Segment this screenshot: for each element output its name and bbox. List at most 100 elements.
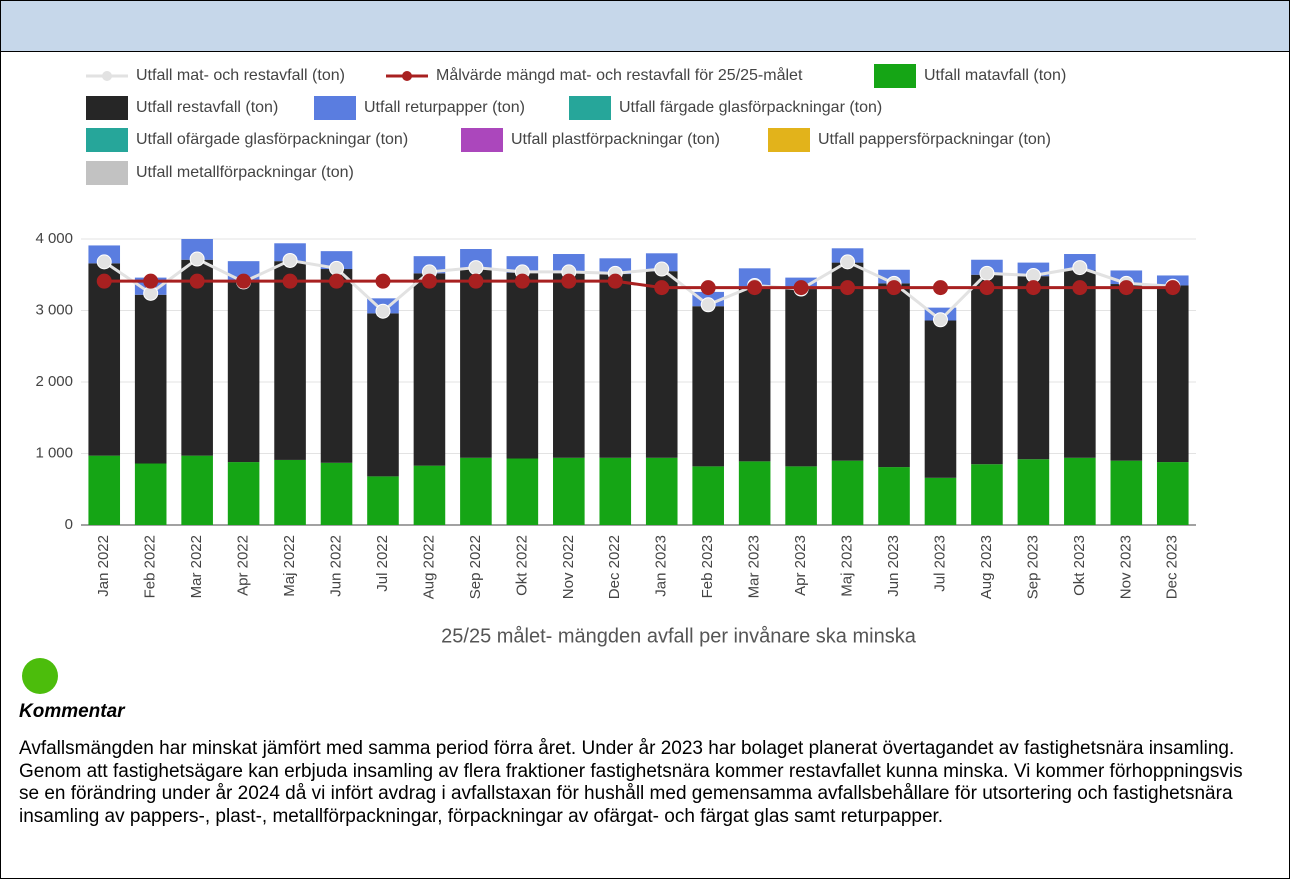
line-marker xyxy=(329,260,345,276)
chart-title: 25/25 målet- mängden avfall per invånare… xyxy=(441,625,917,647)
x-tick-label: Apr 2023 xyxy=(792,535,809,596)
line-marker xyxy=(96,273,112,289)
bar xyxy=(645,457,678,525)
x-tick-label: Aug 2023 xyxy=(978,535,995,599)
bar xyxy=(785,466,817,525)
line-marker xyxy=(654,280,670,296)
legend-swatch xyxy=(461,128,503,152)
bar xyxy=(738,268,771,287)
line-marker xyxy=(654,261,670,277)
line-marker xyxy=(468,260,484,276)
bar xyxy=(460,457,492,525)
x-tick-label: Mar 2023 xyxy=(746,535,763,598)
x-tick-label: Jun 2023 xyxy=(885,535,902,597)
x-tick-label: Feb 2023 xyxy=(699,535,716,598)
bar xyxy=(88,263,121,456)
bar xyxy=(831,262,864,461)
bar xyxy=(738,461,771,525)
x-tick-label: Dec 2023 xyxy=(1164,535,1181,599)
bar xyxy=(1110,460,1143,525)
line-marker xyxy=(747,280,763,296)
line xyxy=(103,257,1173,322)
bar xyxy=(460,249,492,269)
legend-swatch xyxy=(314,96,356,120)
bar xyxy=(274,243,306,262)
line-marker xyxy=(979,280,995,296)
legend-swatch xyxy=(768,128,810,152)
legend-label: Utfall pappersförpackningar (ton) xyxy=(818,131,1051,148)
bar xyxy=(320,462,353,525)
x-tick-label: Jan 2022 xyxy=(95,535,112,597)
line-marker xyxy=(282,252,298,268)
bar xyxy=(1156,462,1189,525)
x-tick-label: Nov 2023 xyxy=(1117,535,1134,599)
x-tick-label: Feb 2022 xyxy=(142,535,159,598)
line-marker xyxy=(1072,260,1088,276)
legend-swatch xyxy=(874,64,916,88)
bar xyxy=(88,245,121,264)
bar xyxy=(227,281,260,463)
bar xyxy=(599,457,632,525)
x-tick-label: Mar 2022 xyxy=(188,535,205,598)
line-marker xyxy=(1025,280,1041,296)
bar xyxy=(692,466,724,525)
bar xyxy=(413,273,446,466)
bar xyxy=(878,467,910,525)
line-marker xyxy=(932,312,948,328)
line-marker xyxy=(840,280,856,296)
bar xyxy=(181,259,213,456)
x-tick-label: Okt 2023 xyxy=(1071,535,1088,596)
header-bar xyxy=(1,1,1289,52)
bar xyxy=(1064,270,1096,458)
bar xyxy=(181,239,213,260)
legend-swatch xyxy=(86,161,128,185)
bar xyxy=(553,254,585,272)
line-marker xyxy=(700,297,716,313)
bar xyxy=(274,261,306,460)
bar xyxy=(1110,284,1143,461)
legend-label: Utfall returpapper (ton) xyxy=(364,99,525,116)
bar xyxy=(320,269,353,463)
legend-label: Utfall mat- och restavfall (ton) xyxy=(136,67,345,84)
bar xyxy=(88,455,121,525)
bar xyxy=(181,455,213,525)
y-tick-label: 1 000 xyxy=(35,444,73,461)
x-tick-label: Dec 2022 xyxy=(606,535,623,599)
bar xyxy=(460,268,492,458)
x-tick-label: Jul 2023 xyxy=(931,535,948,592)
line-marker xyxy=(468,273,484,289)
x-tick-label: Maj 2023 xyxy=(839,535,856,597)
bar xyxy=(506,256,539,273)
line-marker xyxy=(840,254,856,270)
legend-label: Utfall färgade glasförpackningar (ton) xyxy=(619,99,882,116)
legend-label: Utfall metallförpackningar (ton) xyxy=(136,164,354,181)
status-indicator xyxy=(22,658,58,694)
line-marker xyxy=(886,280,902,296)
line-marker xyxy=(932,280,948,296)
legend-swatch xyxy=(102,71,112,81)
x-tick-label: Jun 2022 xyxy=(327,535,344,597)
bar xyxy=(1017,276,1050,460)
y-tick-label: 0 xyxy=(65,516,73,533)
bar xyxy=(831,460,864,525)
bar xyxy=(785,289,817,467)
bar xyxy=(553,457,585,525)
legend-swatch xyxy=(569,96,611,120)
line-marker xyxy=(514,273,530,289)
x-tick-label: Aug 2022 xyxy=(420,535,437,599)
x-tick-label: Jan 2023 xyxy=(653,535,670,597)
y-tick-label: 3 000 xyxy=(35,301,73,318)
legend-swatch xyxy=(86,96,128,120)
line-marker xyxy=(375,273,391,289)
legend-swatch xyxy=(86,128,128,152)
line-marker xyxy=(282,273,298,289)
bar xyxy=(1156,285,1189,463)
line-marker xyxy=(1165,280,1181,296)
bar xyxy=(134,294,167,464)
bar xyxy=(413,465,446,525)
line-marker xyxy=(1118,280,1134,296)
bar xyxy=(367,476,399,525)
bar xyxy=(599,274,632,458)
bar xyxy=(506,272,539,459)
bar xyxy=(274,459,306,525)
